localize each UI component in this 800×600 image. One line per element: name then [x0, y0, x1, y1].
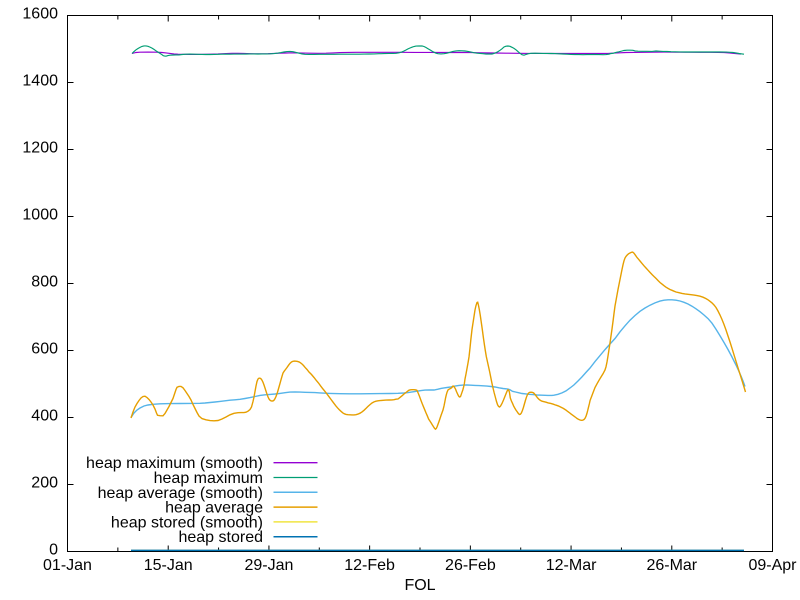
svg-text:29-Jan: 29-Jan [244, 557, 293, 574]
svg-text:12-Mar: 12-Mar [546, 557, 597, 574]
svg-text:1600: 1600 [22, 6, 58, 23]
svg-text:heap stored (smooth): heap stored (smooth) [111, 514, 263, 531]
svg-text:0: 0 [49, 542, 58, 559]
svg-text:1400: 1400 [22, 73, 58, 90]
svg-text:heap maximum (smooth): heap maximum (smooth) [86, 455, 263, 472]
svg-text:heap average (smooth): heap average (smooth) [98, 485, 263, 502]
svg-text:heap stored: heap stored [178, 529, 263, 546]
svg-text:26-Feb: 26-Feb [445, 557, 496, 574]
svg-text:09-Apr: 09-Apr [748, 557, 797, 574]
svg-text:1000: 1000 [22, 207, 58, 224]
svg-text:15-Jan: 15-Jan [144, 557, 193, 574]
svg-text:heap average: heap average [165, 500, 263, 517]
svg-text:FOL: FOL [404, 577, 435, 594]
svg-text:12-Feb: 12-Feb [344, 557, 395, 574]
svg-text:heap maximum: heap maximum [154, 470, 263, 487]
svg-text:26-Mar: 26-Mar [646, 557, 697, 574]
svg-text:01-Jan: 01-Jan [43, 557, 92, 574]
svg-text:800: 800 [31, 274, 58, 291]
svg-text:400: 400 [31, 408, 58, 425]
svg-text:200: 200 [31, 475, 58, 492]
svg-text:600: 600 [31, 341, 58, 358]
svg-text:1200: 1200 [22, 140, 58, 157]
